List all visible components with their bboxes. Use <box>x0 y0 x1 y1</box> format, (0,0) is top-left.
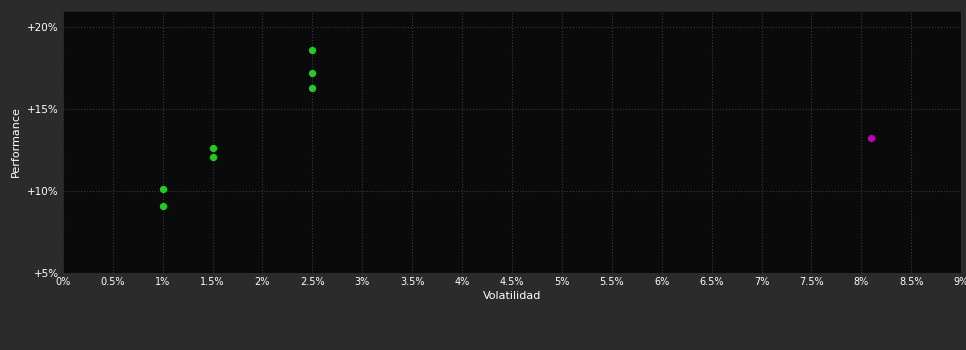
Point <box>205 146 220 151</box>
Point <box>864 136 879 141</box>
X-axis label: Volatilidad: Volatilidad <box>483 291 541 301</box>
Point <box>304 85 320 90</box>
Y-axis label: Performance: Performance <box>12 106 21 177</box>
Point <box>155 203 170 209</box>
Point <box>205 154 220 159</box>
Point <box>304 47 320 52</box>
Point <box>304 70 320 76</box>
Point <box>155 187 170 192</box>
